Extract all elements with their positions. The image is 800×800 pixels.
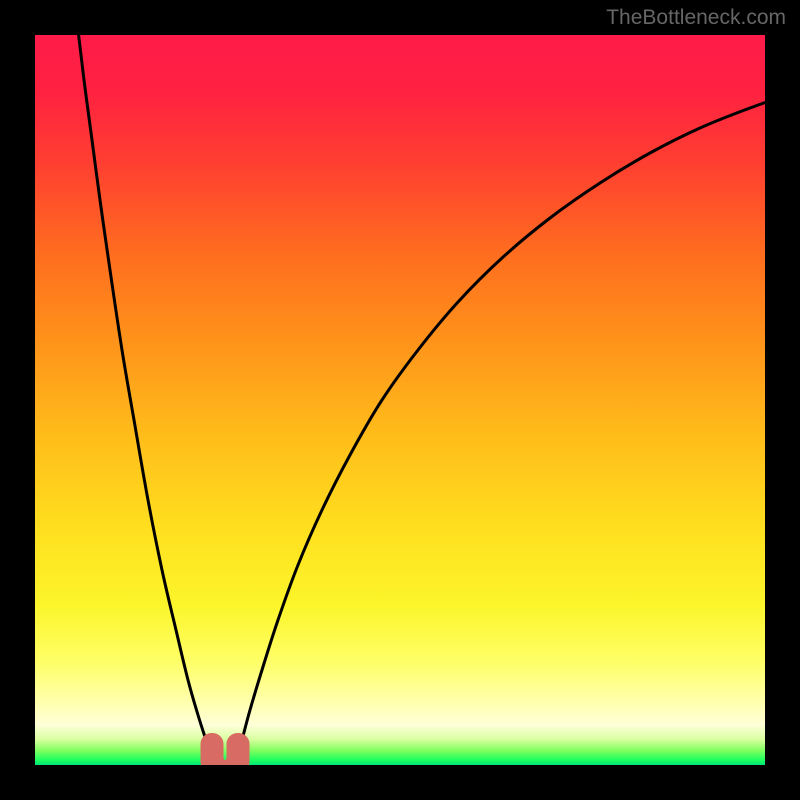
- plot-area: [35, 35, 765, 765]
- chart-container: TheBottleneck.com: [0, 0, 800, 800]
- watermark-text: TheBottleneck.com: [606, 6, 786, 30]
- bottleneck-chart: [0, 0, 800, 800]
